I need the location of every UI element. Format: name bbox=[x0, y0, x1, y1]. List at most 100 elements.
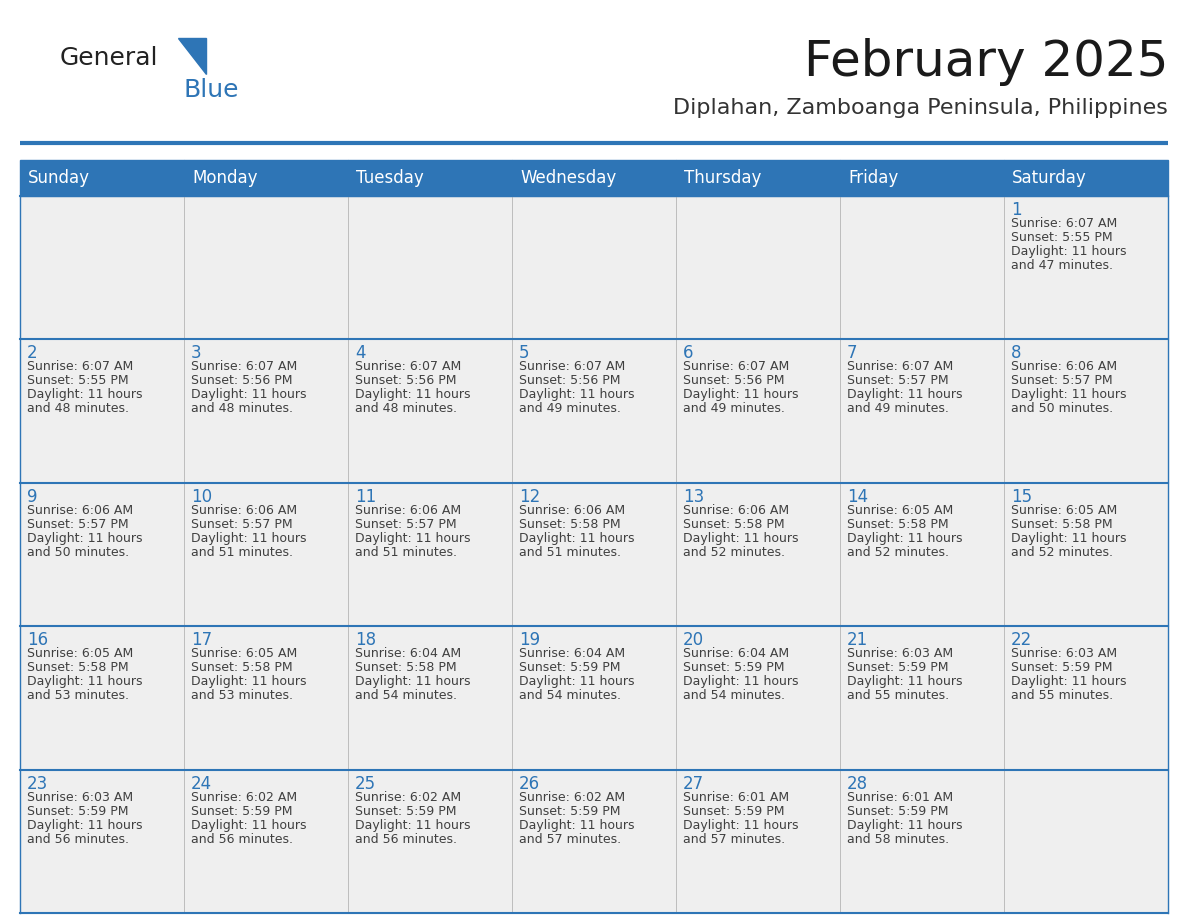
Text: and 56 minutes.: and 56 minutes. bbox=[27, 833, 129, 845]
Bar bbox=[840, 769, 1004, 913]
Text: Sunset: 5:55 PM: Sunset: 5:55 PM bbox=[1011, 231, 1113, 244]
Text: Sunrise: 6:05 AM: Sunrise: 6:05 AM bbox=[27, 647, 133, 660]
Text: and 50 minutes.: and 50 minutes. bbox=[27, 546, 129, 559]
Bar bbox=[840, 160, 1004, 196]
Text: 7: 7 bbox=[847, 344, 858, 363]
Bar bbox=[20, 483, 184, 626]
Text: Sunrise: 6:06 AM: Sunrise: 6:06 AM bbox=[683, 504, 789, 517]
Text: 23: 23 bbox=[27, 775, 49, 792]
Text: Monday: Monday bbox=[192, 169, 258, 187]
Text: and 51 minutes.: and 51 minutes. bbox=[355, 546, 457, 559]
Text: Sunrise: 6:06 AM: Sunrise: 6:06 AM bbox=[191, 504, 297, 517]
Text: Sunset: 5:58 PM: Sunset: 5:58 PM bbox=[847, 518, 949, 531]
Text: Sunset: 5:59 PM: Sunset: 5:59 PM bbox=[847, 804, 948, 818]
Text: Daylight: 11 hours: Daylight: 11 hours bbox=[1011, 245, 1126, 258]
Text: Sunset: 5:59 PM: Sunset: 5:59 PM bbox=[27, 804, 128, 818]
Text: Friday: Friday bbox=[848, 169, 898, 187]
Text: Saturday: Saturday bbox=[1012, 169, 1087, 187]
Text: 13: 13 bbox=[683, 487, 704, 506]
Bar bbox=[512, 196, 676, 340]
Text: 24: 24 bbox=[191, 775, 213, 792]
Text: and 54 minutes.: and 54 minutes. bbox=[355, 689, 457, 702]
Text: Daylight: 11 hours: Daylight: 11 hours bbox=[27, 388, 143, 401]
Text: 28: 28 bbox=[847, 775, 868, 792]
Text: Sunset: 5:57 PM: Sunset: 5:57 PM bbox=[847, 375, 949, 387]
Text: and 50 minutes.: and 50 minutes. bbox=[1011, 402, 1113, 416]
Bar bbox=[512, 160, 676, 196]
Text: Sunset: 5:59 PM: Sunset: 5:59 PM bbox=[847, 661, 948, 674]
Polygon shape bbox=[178, 38, 206, 74]
Text: Daylight: 11 hours: Daylight: 11 hours bbox=[683, 532, 798, 544]
Text: 10: 10 bbox=[191, 487, 213, 506]
Bar bbox=[184, 626, 348, 769]
Text: Daylight: 11 hours: Daylight: 11 hours bbox=[519, 819, 634, 832]
Text: and 56 minutes.: and 56 minutes. bbox=[191, 833, 293, 845]
Text: Sunset: 5:59 PM: Sunset: 5:59 PM bbox=[355, 804, 456, 818]
Text: and 49 minutes.: and 49 minutes. bbox=[683, 402, 785, 416]
Text: Sunset: 5:57 PM: Sunset: 5:57 PM bbox=[355, 518, 456, 531]
Text: Sunrise: 6:04 AM: Sunrise: 6:04 AM bbox=[355, 647, 461, 660]
Text: Daylight: 11 hours: Daylight: 11 hours bbox=[191, 819, 307, 832]
Text: and 52 minutes.: and 52 minutes. bbox=[1011, 546, 1113, 559]
Text: Daylight: 11 hours: Daylight: 11 hours bbox=[519, 676, 634, 688]
Bar bbox=[512, 769, 676, 913]
Bar bbox=[184, 769, 348, 913]
Text: Sunset: 5:59 PM: Sunset: 5:59 PM bbox=[683, 661, 784, 674]
Text: 12: 12 bbox=[519, 487, 541, 506]
Text: Daylight: 11 hours: Daylight: 11 hours bbox=[683, 388, 798, 401]
Text: Sunrise: 6:02 AM: Sunrise: 6:02 AM bbox=[519, 790, 625, 803]
Text: Sunrise: 6:07 AM: Sunrise: 6:07 AM bbox=[355, 361, 461, 374]
Text: Sunset: 5:56 PM: Sunset: 5:56 PM bbox=[355, 375, 456, 387]
Text: Daylight: 11 hours: Daylight: 11 hours bbox=[519, 388, 634, 401]
Bar bbox=[1004, 340, 1168, 483]
Text: February 2025: February 2025 bbox=[803, 38, 1168, 86]
Text: 4: 4 bbox=[355, 344, 366, 363]
Bar bbox=[512, 626, 676, 769]
Text: and 48 minutes.: and 48 minutes. bbox=[355, 402, 457, 416]
Bar bbox=[1004, 483, 1168, 626]
Text: Sunrise: 6:07 AM: Sunrise: 6:07 AM bbox=[1011, 217, 1117, 230]
Bar bbox=[1004, 769, 1168, 913]
Text: and 53 minutes.: and 53 minutes. bbox=[191, 689, 293, 702]
Text: and 52 minutes.: and 52 minutes. bbox=[847, 546, 949, 559]
Text: and 58 minutes.: and 58 minutes. bbox=[847, 833, 949, 845]
Bar bbox=[512, 340, 676, 483]
Text: Sunset: 5:57 PM: Sunset: 5:57 PM bbox=[1011, 375, 1113, 387]
Text: Sunrise: 6:05 AM: Sunrise: 6:05 AM bbox=[847, 504, 953, 517]
Text: Sunrise: 6:02 AM: Sunrise: 6:02 AM bbox=[355, 790, 461, 803]
Bar bbox=[348, 340, 512, 483]
Text: Daylight: 11 hours: Daylight: 11 hours bbox=[847, 388, 962, 401]
Bar bbox=[840, 483, 1004, 626]
Text: 11: 11 bbox=[355, 487, 377, 506]
Bar bbox=[20, 769, 184, 913]
Bar bbox=[840, 340, 1004, 483]
Text: Sunset: 5:57 PM: Sunset: 5:57 PM bbox=[191, 518, 292, 531]
Bar bbox=[348, 196, 512, 340]
Text: Daylight: 11 hours: Daylight: 11 hours bbox=[1011, 388, 1126, 401]
Text: Sunrise: 6:05 AM: Sunrise: 6:05 AM bbox=[191, 647, 297, 660]
Text: Sunrise: 6:07 AM: Sunrise: 6:07 AM bbox=[683, 361, 789, 374]
Text: Sunset: 5:56 PM: Sunset: 5:56 PM bbox=[683, 375, 784, 387]
Text: Tuesday: Tuesday bbox=[356, 169, 424, 187]
Text: and 54 minutes.: and 54 minutes. bbox=[519, 689, 621, 702]
Text: 21: 21 bbox=[847, 632, 868, 649]
Text: Daylight: 11 hours: Daylight: 11 hours bbox=[355, 532, 470, 544]
Bar bbox=[184, 340, 348, 483]
Text: Sunset: 5:59 PM: Sunset: 5:59 PM bbox=[519, 661, 620, 674]
Text: Sunrise: 6:07 AM: Sunrise: 6:07 AM bbox=[191, 361, 297, 374]
Bar bbox=[676, 626, 840, 769]
Bar bbox=[840, 626, 1004, 769]
Text: Sunrise: 6:03 AM: Sunrise: 6:03 AM bbox=[1011, 647, 1117, 660]
Text: General: General bbox=[61, 46, 158, 70]
Text: 27: 27 bbox=[683, 775, 704, 792]
Text: Sunset: 5:57 PM: Sunset: 5:57 PM bbox=[27, 518, 128, 531]
Text: Sunrise: 6:03 AM: Sunrise: 6:03 AM bbox=[847, 647, 953, 660]
Bar bbox=[676, 196, 840, 340]
Text: Sunday: Sunday bbox=[29, 169, 90, 187]
Text: Sunset: 5:58 PM: Sunset: 5:58 PM bbox=[191, 661, 292, 674]
Text: 17: 17 bbox=[191, 632, 213, 649]
Bar bbox=[348, 626, 512, 769]
Bar bbox=[184, 196, 348, 340]
Text: and 56 minutes.: and 56 minutes. bbox=[355, 833, 457, 845]
Text: Sunset: 5:58 PM: Sunset: 5:58 PM bbox=[27, 661, 128, 674]
